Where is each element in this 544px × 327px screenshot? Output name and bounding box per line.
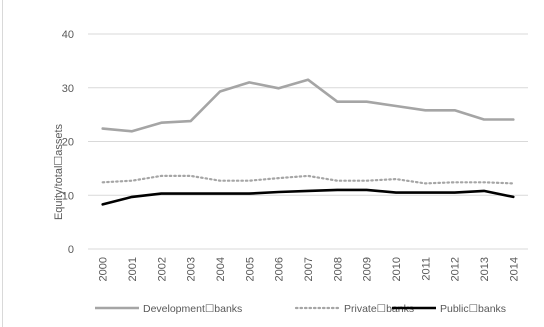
series-line-1 (101, 174, 515, 185)
y-tick-label: 20 (62, 137, 74, 149)
x-tick-label: 2000 (98, 257, 110, 281)
x-tick-label: 2008 (332, 257, 344, 281)
legend-label: Public☐banks (440, 303, 506, 315)
x-tick-label: 2002 (156, 257, 168, 281)
y-tick-label: 30 (62, 83, 74, 95)
x-axis-ticks: 2000 2001 2002 2003 2004 2005 2006 2007 2008 2009… (98, 257, 521, 281)
x-tick-label: 2004 (215, 257, 227, 281)
x-tick-label: 2007 (303, 257, 315, 281)
gridlines (88, 33, 528, 250)
x-tick-label: 2011 (420, 257, 432, 281)
y-axis-ticks: 0 10 20 30 40 (62, 29, 74, 256)
x-tick-label: 2006 (274, 257, 286, 281)
x-tick-label: 2014 (508, 257, 520, 281)
series-line-0 (101, 78, 515, 133)
left-border-line (2, 0, 3, 327)
x-tick-label: 2013 (479, 257, 491, 281)
legend-label: Development☐banks (143, 303, 242, 315)
legend: Development☐banks Private☐banks Public☐ban… (95, 303, 506, 315)
x-tick-label: 2010 (391, 257, 403, 281)
y-tick-label: 0 (68, 244, 74, 256)
y-axis-label: Equity/total☐assets (53, 123, 65, 220)
y-tick-label: 10 (62, 190, 74, 202)
x-tick-label: 2012 (450, 257, 462, 281)
y-tick-label: 40 (62, 29, 74, 41)
legend-label: Private☐banks (344, 303, 414, 315)
x-tick-label: 2003 (186, 257, 198, 281)
x-tick-label: 2009 (362, 257, 374, 281)
series-lines (101, 78, 515, 206)
x-tick-label: 2001 (127, 257, 139, 281)
x-tick-label: 2005 (244, 257, 256, 281)
series-line-2 (101, 188, 515, 206)
